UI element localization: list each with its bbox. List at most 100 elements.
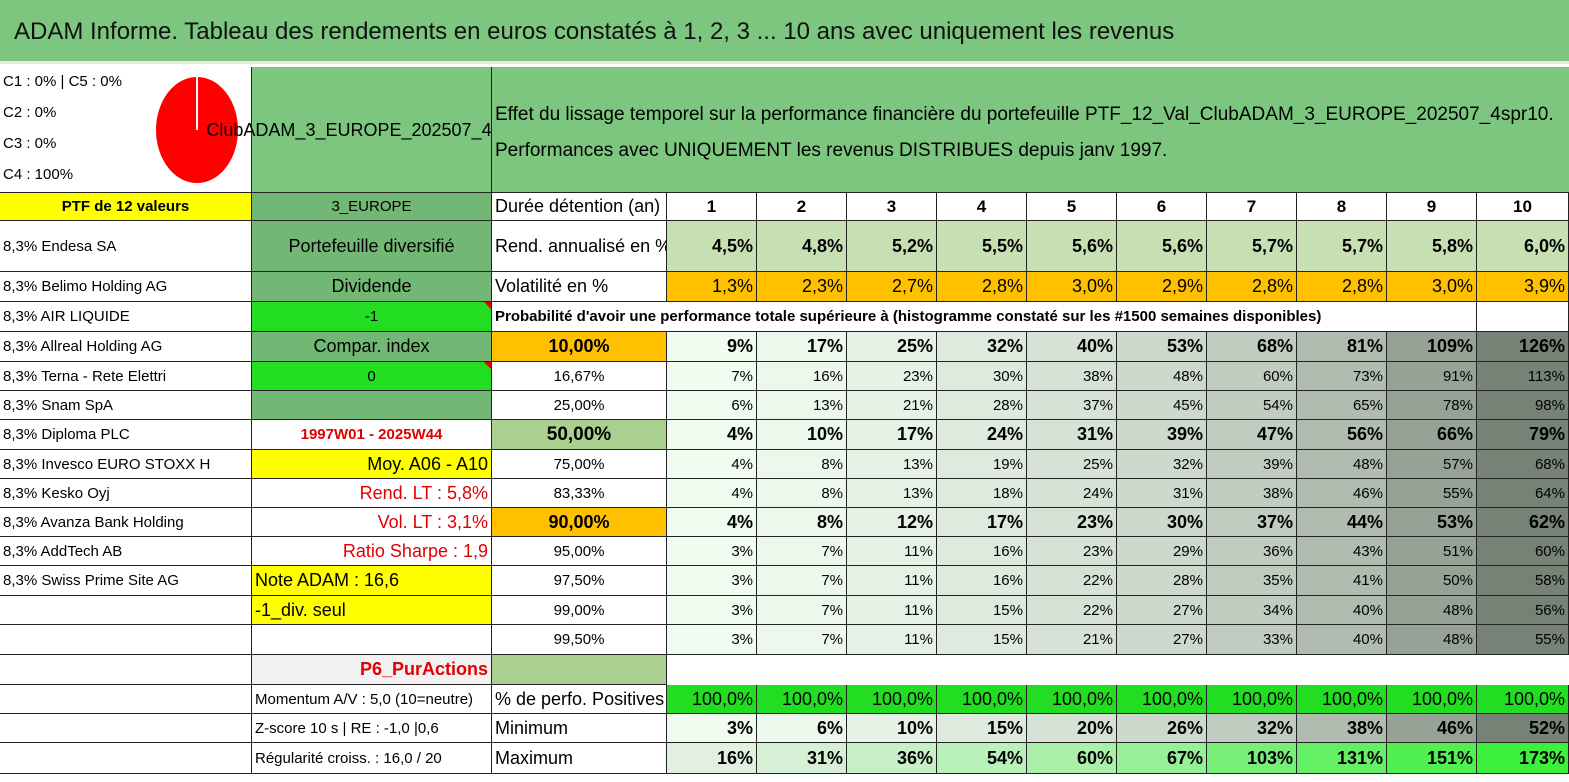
maximum-value: 16% <box>667 743 757 774</box>
probability-header: Probabilité d'avoir une performance tota… <box>492 302 1477 332</box>
holding-item: 8,3% Allreal Holding AG <box>0 332 252 362</box>
probability-value: 22% <box>1027 596 1117 625</box>
probability-value: 21% <box>847 391 937 420</box>
minimum-value: 52% <box>1477 714 1569 743</box>
page-title: ADAM Informe. Tableau des rendements en … <box>0 0 1569 64</box>
probability-value: 48% <box>1387 596 1477 625</box>
probability-value: 91% <box>1387 362 1477 391</box>
holding-item: 8,3% Diploma PLC <box>0 420 252 450</box>
probability-threshold: 83,33% <box>492 479 667 508</box>
maximum-value: 173% <box>1477 743 1569 774</box>
holding-item: 8,3% Avanza Bank Holding <box>0 508 252 537</box>
probability-value: 98% <box>1477 391 1569 420</box>
annual-return-value: 5,5% <box>937 221 1027 272</box>
minimum-value: 26% <box>1117 714 1207 743</box>
compar-index-value: 0 <box>252 362 492 391</box>
probability-value: 37% <box>1207 508 1297 537</box>
probability-value: 16% <box>757 362 847 391</box>
probability-value: 53% <box>1387 508 1477 537</box>
volatility-value: 2,9% <box>1117 272 1207 302</box>
probability-threshold: 95,00% <box>492 537 667 566</box>
average-range: Moy. A06 - A10 <box>252 450 492 479</box>
probability-threshold: 25,00% <box>492 391 667 420</box>
probability-value: 11% <box>847 566 937 596</box>
probability-value: 4% <box>667 450 757 479</box>
probability-value: 35% <box>1207 566 1297 596</box>
probability-value: 54% <box>1207 391 1297 420</box>
probability-value: 13% <box>847 450 937 479</box>
minimum-value: 10% <box>847 714 937 743</box>
probability-value: 17% <box>757 332 847 362</box>
probability-value: 48% <box>1297 450 1387 479</box>
portfolio-type: Portefeuille diversifié <box>252 221 492 272</box>
year-header: 1 <box>667 193 757 221</box>
probability-value: 7% <box>757 566 847 596</box>
holding-item: 8,3% AIR LIQUIDE <box>0 302 252 332</box>
probability-value: 3% <box>667 566 757 596</box>
probability-value: 7% <box>757 537 847 566</box>
empty-cell <box>0 685 252 714</box>
volatility-value: 2,8% <box>1297 272 1387 302</box>
positive-value: 100,0% <box>937 685 1027 714</box>
probability-value: 68% <box>1477 450 1569 479</box>
maximum-value: 54% <box>937 743 1027 774</box>
holding-item: 8,3% Terna - Rete Elettri <box>0 362 252 391</box>
probability-value: 41% <box>1297 566 1387 596</box>
probability-value: 34% <box>1207 596 1297 625</box>
minimum-value: 20% <box>1027 714 1117 743</box>
positive-value: 100,0% <box>667 685 757 714</box>
comment-marker <box>484 362 491 369</box>
empty-cell <box>0 625 252 655</box>
probability-value: 7% <box>757 625 847 655</box>
probability-value: 33% <box>1207 625 1297 655</box>
probability-value: 18% <box>937 479 1027 508</box>
annual-return-value: 5,6% <box>1117 221 1207 272</box>
probability-value: 55% <box>1477 625 1569 655</box>
positive-value: 100,0% <box>1477 685 1569 714</box>
probability-value: 66% <box>1387 420 1477 450</box>
volatility-value: 1,3% <box>667 272 757 302</box>
probability-value: 68% <box>1207 332 1297 362</box>
probability-value: 56% <box>1297 420 1387 450</box>
probability-value: 27% <box>1117 596 1207 625</box>
probability-value: 23% <box>847 362 937 391</box>
probability-value: 60% <box>1207 362 1297 391</box>
minimum-value: 3% <box>667 714 757 743</box>
portfolio-count-label: PTF de 12 valeurs <box>0 193 252 221</box>
probability-value: 109% <box>1387 332 1477 362</box>
minimum-label: Minimum <box>492 714 667 743</box>
maximum-value: 67% <box>1117 743 1207 774</box>
empty-cell <box>0 596 252 625</box>
year-header: 6 <box>1117 193 1207 221</box>
comment-marker <box>484 302 491 309</box>
probability-value: 32% <box>937 332 1027 362</box>
probability-value: 12% <box>847 508 937 537</box>
portfolio-region: 3_EUROPE <box>252 193 492 221</box>
probability-value: 51% <box>1387 537 1477 566</box>
probability-threshold: 90,00% <box>492 508 667 537</box>
legend-line-c4: C4 : 100% <box>3 166 74 183</box>
annual-return-label: Rend. annualisé en % <box>492 221 667 272</box>
probability-value: 29% <box>1117 537 1207 566</box>
probability-value: 48% <box>1117 362 1207 391</box>
minimum-value: 32% <box>1207 714 1297 743</box>
maximum-value: 103% <box>1207 743 1297 774</box>
positive-value: 100,0% <box>847 685 937 714</box>
holding-item: 8,3% Endesa SA <box>0 221 252 272</box>
probability-value: 126% <box>1477 332 1569 362</box>
probability-value: 64% <box>1477 479 1569 508</box>
probability-value: 16% <box>937 566 1027 596</box>
probability-value: 55% <box>1387 479 1477 508</box>
portfolio-description: Effet du lissage temporel sur la perform… <box>492 67 1569 193</box>
holding-item: 8,3% Kesko Oyj <box>0 479 252 508</box>
holding-item: 8,3% Belimo Holding AG <box>0 272 252 302</box>
probability-value: 15% <box>937 596 1027 625</box>
probability-threshold: 97,50% <box>492 566 667 596</box>
probability-value: 3% <box>667 537 757 566</box>
probability-value: 78% <box>1387 391 1477 420</box>
probability-value: 4% <box>667 420 757 450</box>
probability-value: 53% <box>1117 332 1207 362</box>
maximum-value: 60% <box>1027 743 1117 774</box>
probability-value: 11% <box>847 537 937 566</box>
description-line-1: Effet du lissage temporel sur la perform… <box>495 104 1554 125</box>
